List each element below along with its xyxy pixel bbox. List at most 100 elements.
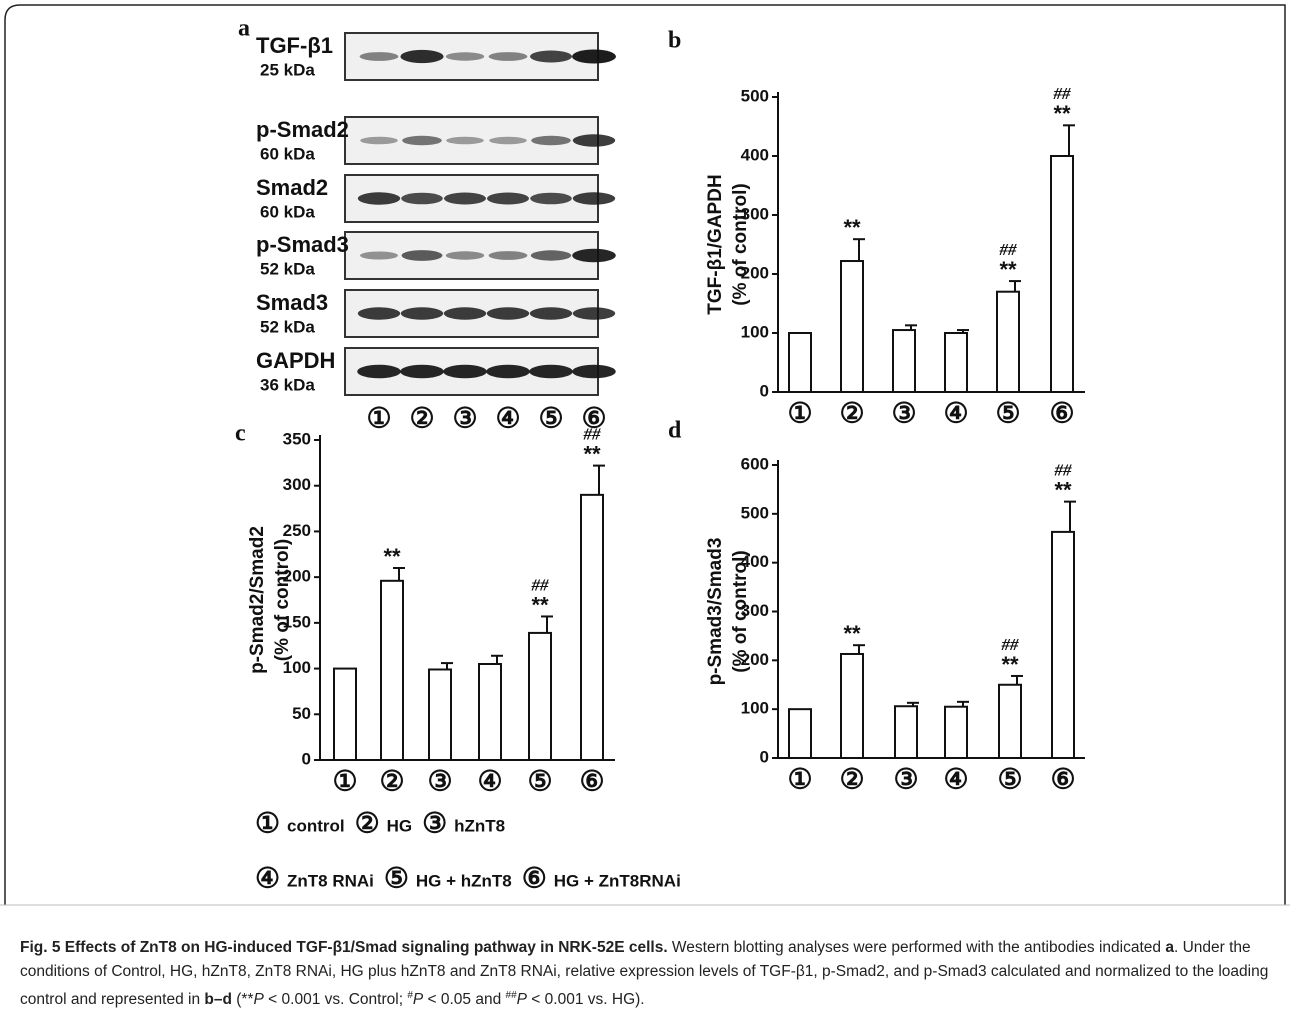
y-tick-label: 350 bbox=[283, 429, 311, 448]
blot-band bbox=[357, 365, 401, 379]
blot-band bbox=[573, 307, 615, 319]
lane-label: ② bbox=[409, 402, 434, 433]
caption-text: a bbox=[1165, 939, 1174, 956]
blot-band bbox=[573, 192, 615, 204]
blot-band bbox=[444, 307, 486, 319]
caption-text: P bbox=[517, 991, 527, 1008]
x-tick-label: ③ bbox=[893, 763, 918, 794]
y-tick-label: 50 bbox=[292, 704, 311, 723]
x-tick-label: ④ bbox=[943, 397, 968, 428]
caption-text: P bbox=[413, 991, 423, 1008]
legend-label: ZnT8 RNAi bbox=[287, 871, 374, 890]
y-tick-label: 500 bbox=[741, 503, 769, 522]
x-tick-label: ② bbox=[379, 765, 404, 796]
blot-band bbox=[531, 250, 571, 260]
y-tick-label: 100 bbox=[741, 699, 769, 718]
protein-label: Smad3 bbox=[256, 290, 328, 315]
y-tick-label: 300 bbox=[283, 475, 311, 494]
x-tick-label: ③ bbox=[427, 765, 452, 796]
y-axis-label: (% of control) bbox=[272, 539, 293, 661]
legend-number: ① bbox=[255, 807, 280, 838]
y-tick-label: 0 bbox=[760, 747, 769, 766]
blot-band bbox=[486, 365, 530, 379]
caption: Fig. 5 Effects of ZnT8 on HG-induced TGF… bbox=[20, 936, 1275, 1012]
kda-label: 25 kDa bbox=[260, 60, 315, 79]
panel-label: c bbox=[235, 421, 246, 447]
caption-text: < 0.05 and bbox=[423, 991, 505, 1008]
lane-label: ⑤ bbox=[538, 402, 563, 433]
blot-band bbox=[444, 193, 486, 205]
legend-label: control bbox=[287, 816, 345, 835]
bar bbox=[429, 669, 451, 760]
blot-band bbox=[360, 137, 398, 145]
blot-band bbox=[446, 52, 484, 60]
kda-label: 52 kDa bbox=[260, 259, 315, 278]
x-tick-label: ⑥ bbox=[579, 765, 604, 796]
y-axis-label: TGF-β1/GAPDH bbox=[705, 174, 726, 314]
y-tick-label: 100 bbox=[741, 322, 769, 341]
caption-text: < 0.001 vs. HG). bbox=[527, 991, 645, 1008]
legend-label: hZnT8 bbox=[454, 816, 505, 835]
y-axis-label: (% of control) bbox=[730, 183, 751, 305]
significance: ** bbox=[843, 621, 861, 646]
blot-band bbox=[487, 307, 529, 319]
bar bbox=[895, 706, 917, 758]
significance: ** bbox=[1054, 477, 1072, 502]
protein-label: p-Smad3 bbox=[256, 232, 349, 257]
x-tick-label: ① bbox=[787, 397, 812, 428]
legend-number: ⑤ bbox=[384, 862, 409, 893]
significance: ** bbox=[531, 592, 549, 617]
kda-label: 60 kDa bbox=[260, 202, 315, 221]
y-tick-label: 250 bbox=[283, 521, 311, 540]
blot-band bbox=[443, 365, 487, 379]
significance: ## bbox=[583, 425, 602, 444]
blot-band bbox=[446, 251, 484, 259]
protein-label: TGF-β1 bbox=[256, 33, 333, 58]
significance: ## bbox=[999, 240, 1018, 259]
significance: ** bbox=[999, 257, 1017, 282]
significance: ## bbox=[531, 575, 550, 594]
caption-text: Western blotting analyses were performed… bbox=[668, 939, 1166, 956]
significance: ** bbox=[583, 441, 601, 466]
blot-band bbox=[530, 307, 572, 319]
bar bbox=[789, 333, 811, 392]
bar bbox=[841, 654, 863, 758]
figure-frame bbox=[5, 5, 1285, 905]
figure: aTGF-β125 kDap-Smad260 kDaSmad260 kDap-S… bbox=[0, 0, 1290, 1033]
x-tick-label: ⑤ bbox=[995, 397, 1020, 428]
x-tick-label: ② bbox=[839, 397, 864, 428]
y-tick-label: 400 bbox=[741, 145, 769, 164]
y-tick-label: 0 bbox=[302, 749, 311, 768]
blot-band bbox=[489, 52, 528, 61]
blot-band bbox=[572, 365, 616, 379]
protein-label: Smad2 bbox=[256, 175, 328, 200]
blot-band bbox=[360, 52, 399, 61]
x-tick-label: ② bbox=[839, 763, 864, 794]
x-tick-label: ④ bbox=[477, 765, 502, 796]
legend-number: ② bbox=[355, 807, 380, 838]
x-tick-label: ① bbox=[332, 765, 357, 796]
blot-band bbox=[360, 252, 398, 260]
bar bbox=[581, 495, 603, 760]
y-tick-label: 600 bbox=[741, 454, 769, 473]
bar bbox=[789, 709, 811, 758]
blot-band bbox=[401, 307, 443, 319]
significance: ** bbox=[1053, 101, 1071, 126]
significance: ## bbox=[1053, 84, 1072, 103]
lane-label: ① bbox=[366, 402, 391, 433]
blot-band bbox=[358, 307, 400, 319]
y-axis-label: p-Smad3/Smad3 bbox=[705, 538, 726, 686]
panel-label: a bbox=[238, 16, 250, 42]
protein-label: p-Smad2 bbox=[256, 117, 349, 142]
panel-label: b bbox=[668, 28, 681, 54]
blot-band bbox=[401, 193, 443, 205]
bar bbox=[945, 333, 967, 392]
bar bbox=[1051, 156, 1073, 392]
blot-band bbox=[402, 136, 442, 146]
blot-band bbox=[358, 192, 400, 204]
legend-label: HG + hZnT8 bbox=[416, 871, 512, 890]
x-tick-label: ⑤ bbox=[527, 765, 552, 796]
blot-band bbox=[573, 134, 615, 146]
legend-number: ⑥ bbox=[522, 862, 547, 893]
x-tick-label: ③ bbox=[891, 397, 916, 428]
